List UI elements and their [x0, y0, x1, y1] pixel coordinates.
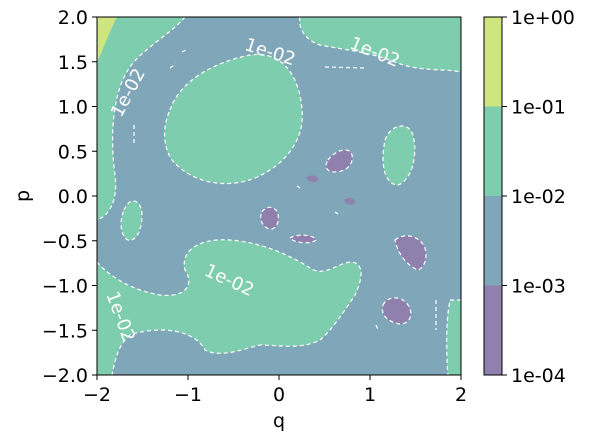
region-purple-6 [306, 175, 318, 183]
y-tick-label: −1.0 [42, 276, 88, 298]
contour-lines [97, 17, 461, 375]
contour-upper-right [299, 17, 461, 73]
y-tick-label: −0.5 [42, 231, 88, 253]
region-bottom-green [97, 239, 361, 375]
region-left-green [121, 200, 142, 241]
region-purple-1 [326, 149, 353, 172]
contour-small-6 [375, 324, 379, 331]
colorbar-tick-label: 1e-02 [511, 186, 566, 208]
y-tick-label: 0.0 [58, 186, 88, 208]
contour-purple-5 [289, 234, 317, 244]
y-tick-label: −1.5 [42, 320, 88, 342]
x-tick-label: 1 [364, 384, 376, 406]
contour-small-8 [334, 211, 339, 215]
colorbar-tick-label: 1e-03 [511, 276, 566, 298]
region-right-green [383, 125, 415, 185]
colorbar-tick-label: 1e-04 [511, 365, 566, 387]
region-purple-5 [290, 235, 316, 243]
contour-purple-2 [260, 206, 279, 230]
region-purple-7 [344, 197, 356, 205]
contour-right-blob [382, 125, 416, 186]
y-tick-label: 1.5 [58, 52, 88, 74]
colorbar-tick-label: 1e+00 [511, 7, 575, 29]
y-tick-label: −2.0 [42, 365, 88, 387]
colorbar-tick-label: 1e-01 [511, 97, 566, 119]
x-tick-label: 0 [273, 384, 285, 406]
region-purple-3 [395, 235, 427, 270]
region-purple-4 [382, 297, 411, 324]
region-upper-right-green [299, 17, 461, 72]
contour-central [164, 53, 303, 185]
contour-purple-1 [325, 149, 353, 173]
region-central-green [164, 54, 303, 184]
contour-purple-4 [381, 297, 412, 325]
x-axis-title: q [273, 410, 285, 432]
y-tick-label: 1.0 [58, 97, 88, 119]
colorbar-band [484, 106, 502, 196]
contour-left-blob [120, 200, 143, 241]
colorbar: 1e-04 1e-03 1e-02 1e-01 1e+00 [483, 7, 575, 387]
colorbar-band [484, 285, 502, 375]
colorbar-band [484, 196, 502, 286]
y-axis: 2.0 1.5 1.0 0.5 0.0 −0.5 −1.0 −1.5 −2.0 [42, 7, 97, 387]
y-tick-label: 0.5 [58, 141, 88, 163]
contour-bottom [97, 239, 362, 375]
region-corner-yellow [97, 17, 117, 62]
y-axis-title: p [12, 190, 34, 202]
contour-small-7 [296, 185, 301, 189]
y-tick-label: 2.0 [58, 7, 88, 29]
contour-bottom-right [446, 299, 461, 375]
x-tick-label: 2 [455, 384, 467, 406]
x-tick-label: −2 [83, 384, 111, 406]
contour-small-3 [181, 49, 187, 53]
contour-purple-3 [394, 235, 427, 271]
region-purple-2 [260, 207, 279, 230]
contour-upper-left [97, 17, 186, 221]
x-axis: −2 −1 0 1 2 [83, 375, 467, 406]
contour-small-2 [169, 63, 177, 69]
region-bottom-right-green [446, 300, 461, 375]
colorbar-band [484, 17, 502, 107]
x-tick-label: −1 [174, 384, 202, 406]
region-upper-left-green [97, 17, 185, 220]
